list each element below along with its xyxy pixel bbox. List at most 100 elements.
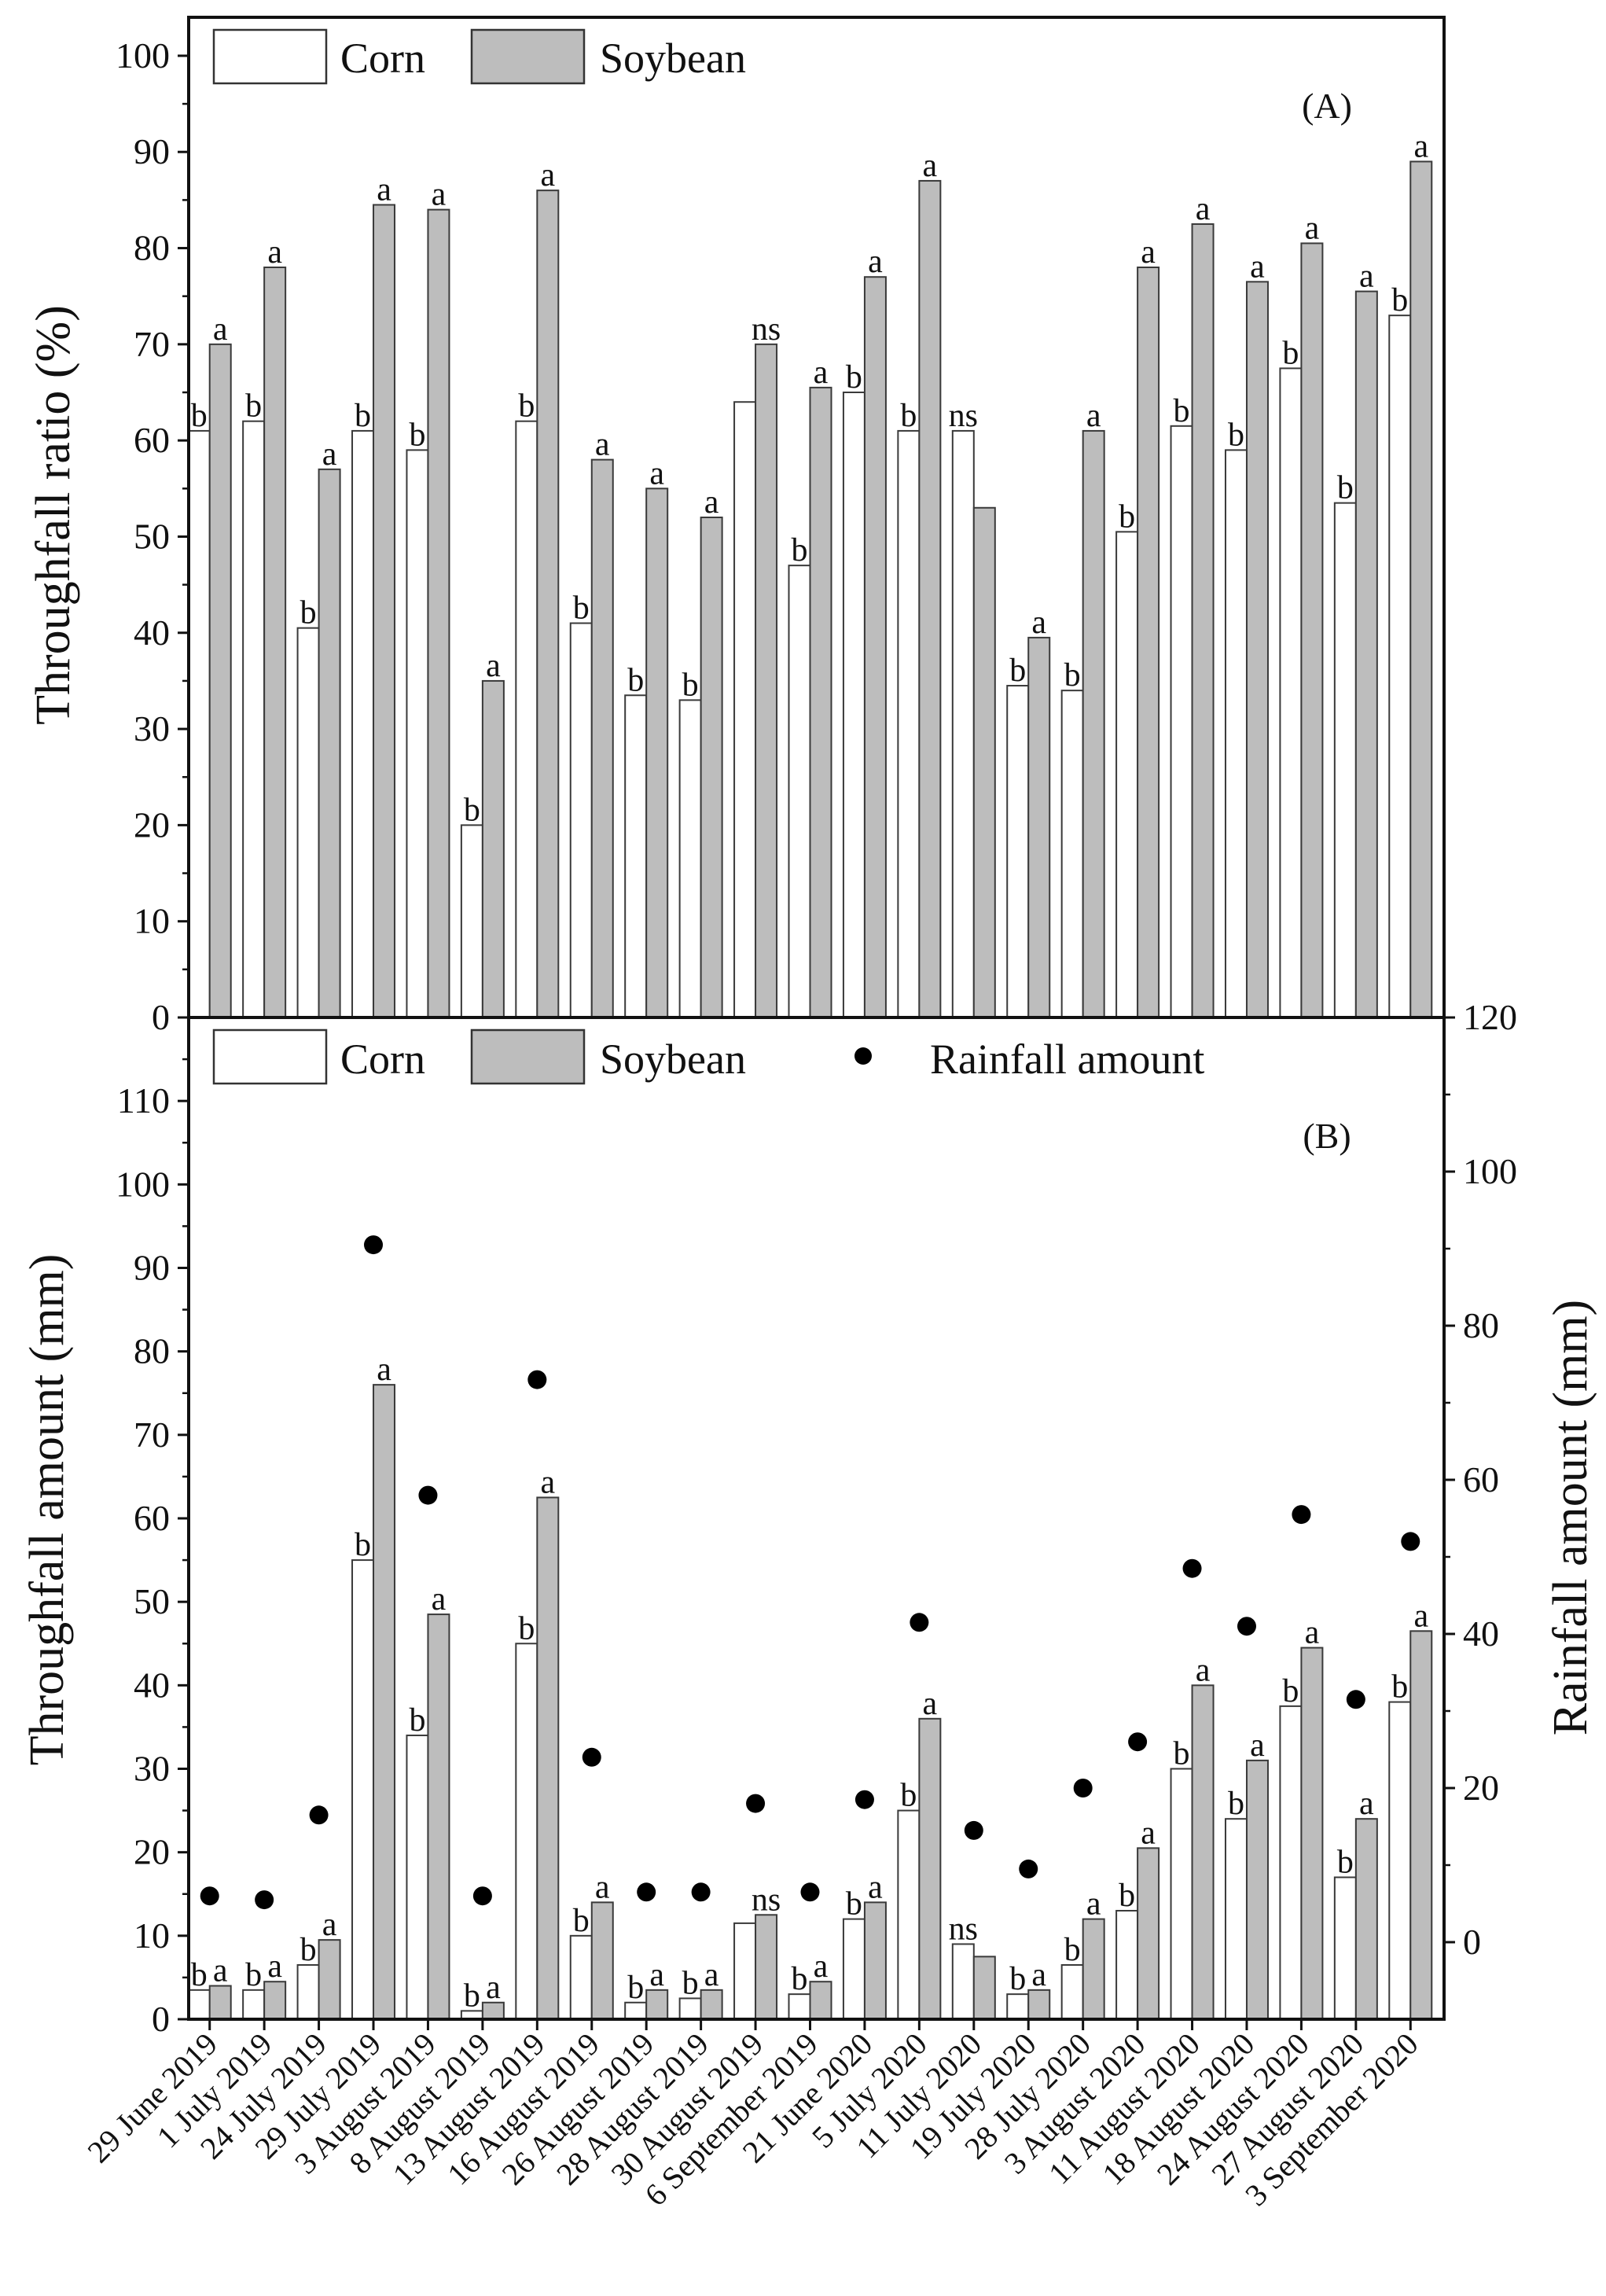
- rainfall-point-19-july-2020: [1019, 1859, 1038, 1878]
- rainfall-point-28-august-2019: [691, 1882, 711, 1902]
- right-y-tick-label-20: 20: [1463, 1768, 1499, 1808]
- sig-label-soybean-21-june-2020: a: [868, 1869, 883, 1905]
- bar-corn-5-july-2020: [897, 1809, 921, 2020]
- sig-label-soybean-24-july-2019: a: [322, 1907, 337, 1943]
- sig-label-soybean-1-july-2019: a: [267, 1948, 282, 1985]
- bar-soybean-27-august-2020: [1354, 1818, 1378, 2020]
- bar-soybean-27-august-2020: [1354, 290, 1378, 1019]
- bar-corn-18-august-2020: [1224, 1818, 1248, 2020]
- sig-label-soybean-3-september-2020: a: [1413, 1598, 1428, 1634]
- bar-corn-6-september-2019: [788, 565, 811, 1018]
- bar-soybean-3-august-2019: [427, 1613, 450, 2020]
- bar-corn-11-august-2020: [1170, 1768, 1193, 2020]
- right-y-tick-label-60: 60: [1463, 1459, 1499, 1499]
- bar-corn-29-july-2019: [351, 429, 375, 1018]
- bar-soybean-19-july-2020: [1027, 636, 1051, 1019]
- sig-label-soybean-30-august-2019: ns: [752, 311, 781, 348]
- bar-corn-26-august-2019: [624, 694, 648, 1018]
- bar-soybean-1-july-2019: [263, 1981, 287, 2021]
- rainfall-point-28-july-2020: [1073, 1779, 1093, 1797]
- rainfall-point-1-july-2019: [255, 1890, 274, 1910]
- sig-label-soybean-26-august-2019: a: [649, 455, 664, 491]
- bar-corn-8-august-2019: [460, 824, 483, 1019]
- sig-label-soybean-18-august-2020: a: [1250, 248, 1265, 285]
- sig-label-corn-3-august-2019: b: [409, 417, 425, 453]
- y-tick-label-50: 50: [134, 516, 170, 556]
- sig-label-corn-16-august-2019: b: [573, 1903, 590, 1939]
- bar-soybean-3-august-2020: [1137, 1847, 1160, 2021]
- bar-corn-24-july-2019: [296, 1963, 320, 2021]
- legend-label-rainfall-amount: Rainfall amount: [930, 1036, 1204, 1083]
- sig-label-soybean-24-august-2020: a: [1305, 210, 1320, 246]
- sig-label-soybean-24-july-2019: a: [322, 436, 337, 473]
- sig-label-soybean-21-june-2020: a: [868, 244, 883, 280]
- y-tick-label-30: 30: [134, 1749, 170, 1789]
- bar-corn-5-july-2020: [897, 429, 921, 1018]
- bar-soybean-1-july-2019: [263, 267, 287, 1018]
- rainfall-point-3-august-2019: [418, 1485, 438, 1505]
- bar-corn-19-july-2020: [1006, 1993, 1030, 2020]
- y-tick-label-20: 20: [134, 1832, 170, 1872]
- legend-label-soybean: Soybean: [600, 1036, 746, 1083]
- bar-soybean-28-july-2020: [1082, 429, 1105, 1018]
- sig-label-soybean-13-august-2019: a: [540, 1464, 555, 1500]
- bar-corn-13-august-2019: [515, 420, 538, 1018]
- y-tick-label-40: 40: [134, 613, 170, 653]
- sig-label-corn-1-july-2019: b: [245, 1957, 262, 1993]
- bar-soybean-24-august-2020: [1300, 1647, 1324, 2021]
- bar-corn-1-july-2019: [242, 1989, 266, 2020]
- sig-label-corn-21-june-2020: b: [846, 1886, 862, 1923]
- right-y-tick-label-120: 120: [1463, 997, 1517, 1037]
- bar-soybean-26-august-2019: [645, 488, 669, 1018]
- sig-label-soybean-29-june-2019: a: [213, 311, 228, 348]
- panel-b-left-y-axis-ticks: 0 10 20 30 40 50 60 70 80 90 100 110: [116, 1058, 189, 2039]
- legend-swatch-soybean: [470, 28, 586, 85]
- bar-soybean-11-july-2020: [972, 506, 996, 1018]
- panel-b-legend: Corn Soybean Rainfall amount: [212, 1028, 1204, 1085]
- sig-label-soybean-6-september-2019: a: [814, 1948, 829, 1985]
- sig-label-corn-5-july-2020: b: [900, 1778, 917, 1814]
- sig-label-soybean-24-august-2020: a: [1305, 1615, 1320, 1651]
- sig-label-soybean-3-august-2020: a: [1141, 234, 1156, 270]
- bar-soybean-11-july-2020: [972, 1956, 996, 2020]
- bar-corn-13-august-2019: [515, 1643, 538, 2020]
- rainfall-point-18-august-2020: [1237, 1617, 1256, 1636]
- sig-label-soybean-8-august-2019: a: [486, 1970, 501, 2006]
- sig-label-corn-16-august-2019: b: [573, 591, 590, 627]
- bar-soybean-8-august-2019: [481, 679, 505, 1019]
- bar-soybean-24-july-2019: [318, 468, 341, 1018]
- sig-label-soybean-16-august-2019: a: [595, 427, 610, 463]
- y-tick-label-20: 20: [134, 804, 170, 844]
- bar-soybean-6-september-2019: [809, 1981, 832, 2021]
- sig-label-soybean-29-july-2019: a: [377, 1352, 391, 1388]
- bar-soybean-29-july-2019: [373, 204, 396, 1018]
- bar-corn-29-june-2019: [187, 429, 211, 1018]
- bar-soybean-5-july-2020: [918, 1717, 942, 2021]
- y-tick-label-100: 100: [116, 35, 170, 75]
- bar-soybean-13-august-2019: [536, 1496, 560, 2021]
- bar-corn-3-august-2020: [1115, 531, 1139, 1018]
- sig-label-corn-28-july-2020: b: [1064, 1932, 1081, 1968]
- bar-corn-28-august-2019: [678, 699, 702, 1019]
- rainfall-point-3-august-2020: [1128, 1732, 1148, 1752]
- bar-soybean-16-august-2019: [590, 458, 614, 1018]
- sig-label-soybean-3-august-2019: a: [432, 1581, 447, 1617]
- bar-corn-30-august-2019: [733, 401, 757, 1018]
- right-y-tick-label-100: 100: [1463, 1151, 1517, 1191]
- panel-b-rainfall-points: [200, 1235, 1420, 1910]
- sig-label-corn-3-august-2020: b: [1119, 1878, 1135, 1914]
- sig-label-corn-11-july-2020: ns: [949, 398, 978, 434]
- bar-soybean-29-june-2019: [208, 1985, 232, 2021]
- sig-label-corn-29-july-2019: b: [355, 1527, 371, 1563]
- sig-label-soybean-11-august-2020: a: [1196, 191, 1211, 227]
- sig-label-soybean-29-july-2019: a: [377, 172, 391, 208]
- bar-soybean-16-august-2019: [590, 1901, 614, 2021]
- sig-label-soybean-6-september-2019: a: [814, 355, 829, 391]
- rainfall-point-8-august-2019: [472, 1886, 492, 1906]
- panel-b-x-axis-ticks: [208, 2019, 1412, 2030]
- bar-soybean-24-august-2020: [1300, 242, 1324, 1018]
- sig-label-corn-29-june-2019: b: [191, 398, 208, 434]
- bar-soybean-29-july-2019: [373, 1384, 396, 2020]
- sig-label-soybean-1-july-2019: a: [267, 234, 282, 270]
- bar-soybean-3-august-2019: [427, 208, 450, 1019]
